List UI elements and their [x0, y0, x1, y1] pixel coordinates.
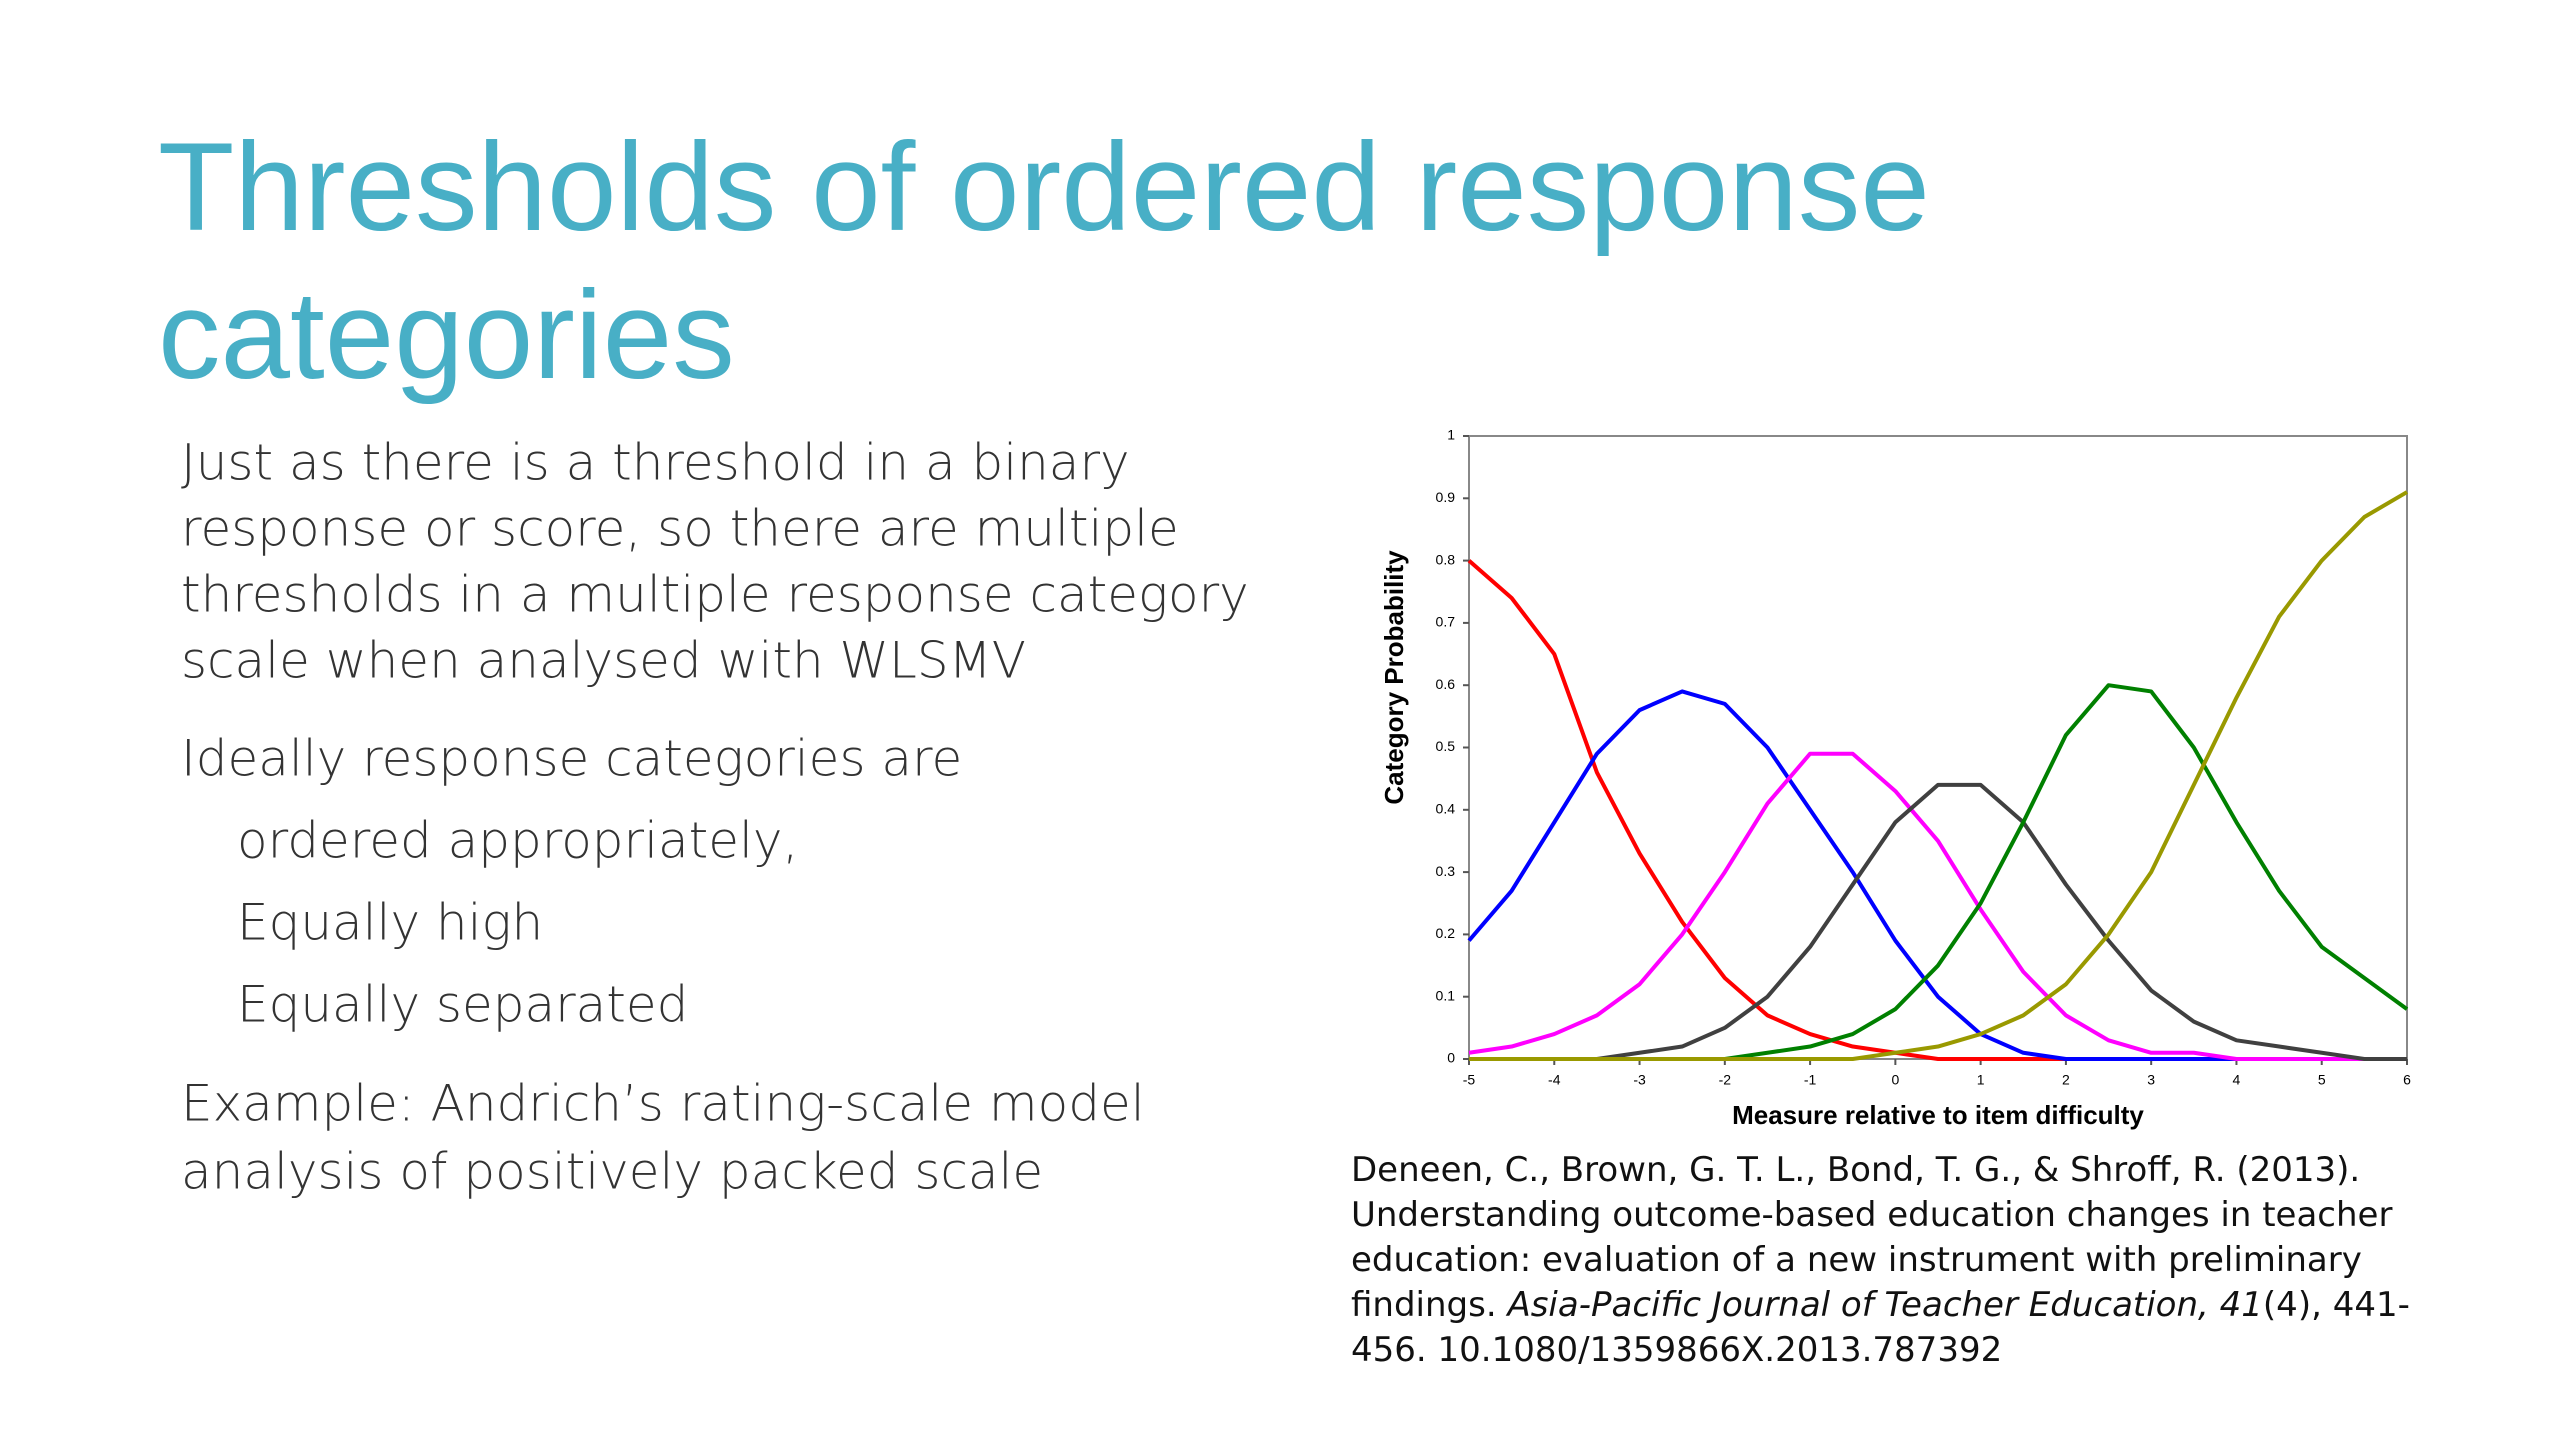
y-tick-label: 0 [1447, 1050, 1455, 1066]
x-tick-label: 0 [1891, 1072, 1899, 1088]
x-tick-label: 6 [2403, 1072, 2411, 1088]
y-tick-label: 0.4 [1436, 801, 1456, 817]
body-text: Just as there is a threshold in a binary [181, 434, 1130, 492]
citation-segment: Deneen, C., Brown, G. T. L., Bond, T. G.… [1351, 1150, 2360, 1190]
x-tick-label: 4 [2233, 1072, 2241, 1088]
series-line [1468, 751, 2407, 1061]
x-tick-label: -1 [1804, 1072, 1817, 1088]
y-tick-label: 0.9 [1436, 489, 1456, 505]
series-line [1469, 782, 2407, 1061]
x-tick-label: 5 [2318, 1072, 2326, 1088]
x-tick-label: 1 [1977, 1072, 1985, 1088]
x-tick-label: 2 [2062, 1072, 2070, 1088]
citation-segment: 456. 10.1080/1359866X.2013.787392 [1351, 1330, 2002, 1370]
citation-line: findings. Asia-Pacific Journal of Teache… [1351, 1285, 2410, 1325]
slide-title: Thresholds of ordered response [158, 118, 1930, 257]
body-text: Example: Andrich’s rating-scale model [181, 1075, 1145, 1133]
citation-segment: education: evaluation of a new instrumen… [1351, 1240, 2362, 1280]
x-axis-label: Measure relative to item difficulty [1732, 1100, 2144, 1130]
body-text: scale when analysed with WLSMV [181, 632, 1026, 690]
citation-line: Deneen, C., Brown, G. T. L., Bond, T. G.… [1351, 1150, 2360, 1190]
y-tick-label: 0.2 [1436, 925, 1456, 941]
y-tick-label: 0.5 [1436, 738, 1456, 754]
body-text: thresholds in a multiple response catego… [181, 566, 1249, 624]
slide-title: categories [158, 266, 735, 405]
series-line [1467, 559, 2407, 1061]
y-tick-label: 0.6 [1436, 676, 1456, 692]
y-axis-label: Category Probability [1379, 550, 1409, 805]
y-tick-label: 1 [1447, 427, 1455, 443]
sub-item: ordered appropriately, [237, 812, 798, 870]
x-tick-label: -3 [1633, 1072, 1646, 1088]
body-text: response or score, so there are multiple [181, 500, 1179, 558]
series-line [1469, 490, 2409, 1061]
citation-segment: Asia-Pacific Journal of Teacher Educatio… [1505, 1285, 2262, 1325]
x-tick-label: -4 [1548, 1072, 1561, 1088]
y-tick-label: 0.1 [1436, 987, 1456, 1003]
citation-line: education: evaluation of a new instrumen… [1351, 1240, 2362, 1280]
x-tick-label: -5 [1463, 1072, 1476, 1088]
x-tick-label: 3 [2147, 1072, 2155, 1088]
x-tick-label: -2 [1719, 1072, 1732, 1088]
y-tick-label: 0.3 [1436, 863, 1456, 879]
citation-segment: (4), 441- [2263, 1285, 2410, 1325]
citation-segment: findings. [1351, 1285, 1507, 1325]
body-text: Ideally response categories are [181, 730, 962, 788]
citation-line: Understanding outcome-based education ch… [1351, 1195, 2392, 1235]
y-tick-label: 0.7 [1436, 614, 1456, 630]
citation-line: 456. 10.1080/1359866X.2013.787392 [1351, 1330, 2002, 1370]
sub-item: Equally high [237, 894, 543, 952]
citation-segment: Understanding outcome-based education ch… [1351, 1195, 2392, 1235]
y-tick-label: 0.8 [1436, 551, 1456, 567]
body-text: analysis of positively packed scale [181, 1143, 1043, 1201]
sub-item: Equally separated [237, 976, 688, 1034]
